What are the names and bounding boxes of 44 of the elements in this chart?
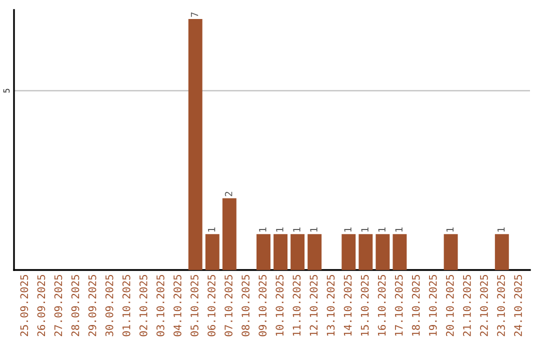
data-label: 1 — [498, 228, 505, 232]
data-label: 7 — [190, 12, 198, 17]
x-tick-label: 26.09.2025 — [37, 275, 46, 336]
x-tick-label: 30.09.2025 — [105, 275, 114, 336]
x-tick-label: 09.10.2025 — [258, 275, 267, 336]
data-label: 1 — [378, 228, 386, 232]
x-tick-label: 27.09.2025 — [54, 275, 62, 336]
x-tick-label: 08.10.2025 — [242, 275, 250, 336]
data-label: 1 — [310, 228, 318, 232]
data-label: 1 — [361, 228, 368, 232]
x-tick-label: 18.10.2025 — [412, 275, 420, 336]
x-tick-label: 20.10.2025 — [446, 275, 454, 336]
x-tick-label: 21.10.2025 — [463, 275, 471, 336]
data-label: 1 — [344, 228, 352, 232]
x-tick-label: 25.09.2025 — [20, 275, 28, 336]
x-tick-label: 17.10.2025 — [394, 275, 403, 336]
x-tick-label: 19.10.2025 — [428, 275, 437, 336]
data-label: 1 — [395, 228, 402, 232]
data-label: 1 — [276, 228, 284, 232]
y-tick-label: 5 — [3, 88, 10, 93]
data-label: 1 — [293, 228, 300, 232]
data-label: 1 — [208, 228, 216, 232]
x-tick-label: 22.10.2025 — [480, 275, 488, 336]
x-tick-label: 14.10.2025 — [344, 275, 352, 336]
x-tick-label: 16.10.2025 — [378, 275, 386, 336]
x-tick-label: 02.10.2025 — [139, 275, 148, 336]
x-tick-label: 10.10.2025 — [276, 275, 284, 336]
x-tick-label: 28.09.2025 — [71, 275, 80, 336]
x-tick-label: 29.09.2025 — [88, 275, 96, 336]
x-tick-label: 01.10.2025 — [122, 275, 130, 336]
data-label: 1 — [259, 228, 266, 232]
x-tick-label: 05.10.2025 — [190, 275, 198, 336]
x-tick-label: 04.10.2025 — [174, 275, 182, 336]
x-tick-label: 03.10.2025 — [156, 275, 164, 336]
x-tick-label: 15.10.2025 — [360, 275, 369, 336]
data-label: 2 — [224, 192, 232, 196]
x-tick-label: 23.10.2025 — [497, 275, 505, 336]
x-tick-label: 12.10.2025 — [310, 275, 318, 336]
x-tick-label: 07.10.2025 — [224, 275, 232, 336]
x-tick-label: 13.10.2025 — [326, 275, 335, 336]
x-tick-label: 06.10.2025 — [208, 275, 216, 336]
x-tick-label: 11.10.2025 — [292, 275, 301, 336]
data-label: 1 — [446, 228, 454, 232]
x-tick-label: 24.10.2025 — [514, 275, 522, 336]
